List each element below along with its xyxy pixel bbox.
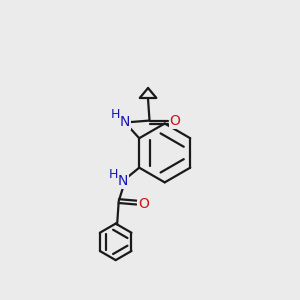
Text: N: N <box>118 174 128 188</box>
Text: O: O <box>170 114 181 128</box>
Text: O: O <box>138 197 149 212</box>
Text: N: N <box>119 115 130 129</box>
Text: H: H <box>110 108 120 121</box>
Text: H: H <box>109 168 118 181</box>
